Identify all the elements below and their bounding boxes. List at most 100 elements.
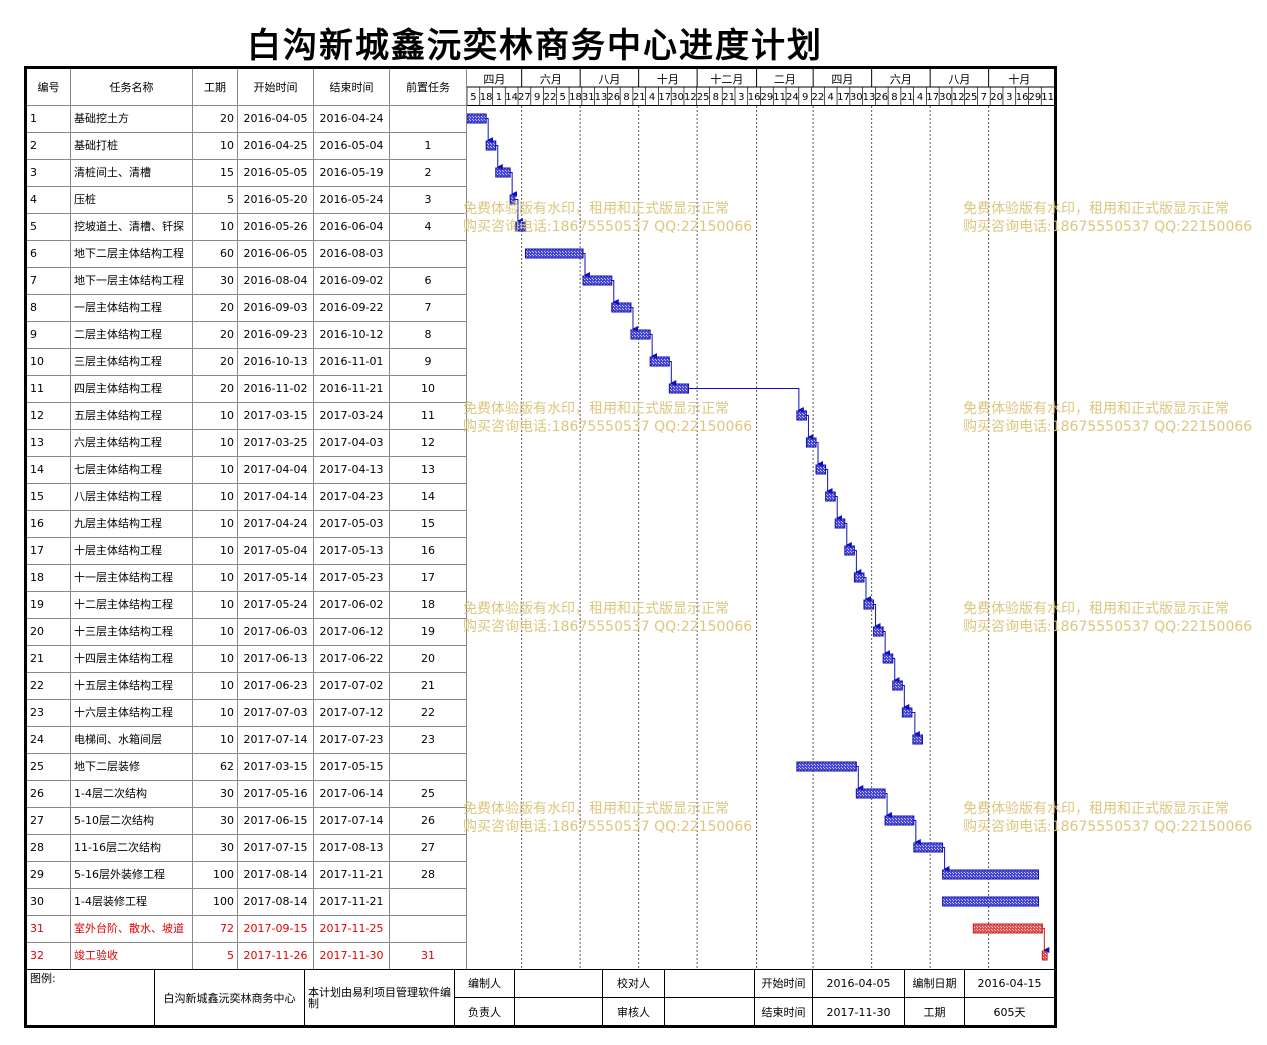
task-start: 2017-05-04 <box>238 538 314 565</box>
day-tick-label: 24 <box>786 92 799 103</box>
task-start: 2017-06-23 <box>238 673 314 700</box>
task-name: 八层主体结构工程 <box>71 484 193 511</box>
month-label: 四月 <box>483 73 505 86</box>
day-tick-label: 4 <box>917 92 923 103</box>
task-end: 2017-07-14 <box>314 808 390 835</box>
gantt-bar <box>515 221 526 232</box>
dependency-arrow <box>892 658 900 683</box>
checker-label: 校对人 <box>603 970 665 997</box>
task-start: 2017-06-13 <box>238 646 314 673</box>
dependency-arrow <box>816 442 824 467</box>
task-duration: 10 <box>193 565 238 592</box>
dependency-arrow <box>902 685 910 710</box>
footer: 图例: 白沟新城鑫沅奕林商务中心 本计划由易利项目管理软件编制 编制人 校对人 … <box>27 969 1054 1026</box>
task-id: 12 <box>27 403 71 430</box>
dependency-arrow <box>1042 928 1050 953</box>
dependency-arrow <box>583 253 591 278</box>
day-tick-label: 21 <box>901 92 914 103</box>
task-predecessor <box>390 916 467 943</box>
task-start: 2017-05-16 <box>238 781 314 808</box>
month-label: 八月 <box>948 73 970 86</box>
task-end: 2016-09-02 <box>314 268 390 295</box>
table-row: 30 1-4层装修工程 100 2017-08-14 2017-11-21 <box>27 889 467 916</box>
month-label: 十二月 <box>710 72 743 86</box>
task-end: 2017-05-13 <box>314 538 390 565</box>
task-name: 十二层主体结构工程 <box>71 592 193 619</box>
table-row: 31 室外台阶、散水、坡道 72 2017-09-15 2017-11-25 <box>27 916 467 943</box>
task-name: 五层主体结构工程 <box>71 403 193 430</box>
task-id: 11 <box>27 376 71 403</box>
task-start: 2016-11-02 <box>238 376 314 403</box>
task-start: 2017-05-24 <box>238 592 314 619</box>
checker-value <box>665 970 755 997</box>
task-start: 2017-03-25 <box>238 430 314 457</box>
task-start: 2016-05-26 <box>238 214 314 241</box>
task-start: 2017-03-15 <box>238 754 314 781</box>
day-tick-label: 30 <box>671 92 684 103</box>
dependency-arrow <box>650 334 658 359</box>
task-start: 2017-04-04 <box>238 457 314 484</box>
day-tick-label: 5 <box>560 92 566 103</box>
task-id: 29 <box>27 862 71 889</box>
task-start: 2017-11-26 <box>238 943 314 970</box>
task-id: 21 <box>27 646 71 673</box>
task-id: 28 <box>27 835 71 862</box>
start-value: 2016-04-05 <box>813 970 905 997</box>
task-predecessor: 25 <box>390 781 467 808</box>
task-end: 2017-07-23 <box>314 727 390 754</box>
task-name: 5-10层二次结构 <box>71 808 193 835</box>
task-end: 2017-06-14 <box>314 781 390 808</box>
task-start: 2016-05-20 <box>238 187 314 214</box>
task-duration: 100 <box>193 889 238 916</box>
day-tick-label: 31 <box>582 92 595 103</box>
task-predecessor: 4 <box>390 214 467 241</box>
task-predecessor: 11 <box>390 403 467 430</box>
day-tick-label: 29 <box>761 92 774 103</box>
task-duration: 30 <box>193 781 238 808</box>
table-row: 4 压桩 5 2016-05-20 2016-05-24 3 <box>27 187 467 214</box>
task-predecessor <box>390 754 467 781</box>
task-id: 27 <box>27 808 71 835</box>
task-id: 25 <box>27 754 71 781</box>
task-end: 2017-11-21 <box>314 889 390 916</box>
table-row: 24 电梯间、水箱间层 10 2017-07-14 2017-07-23 23 <box>27 727 467 754</box>
date-value: 2016-04-15 <box>977 977 1042 990</box>
duration-label: 工期 <box>905 998 965 1026</box>
task-name: 十四层主体结构工程 <box>71 646 193 673</box>
day-tick-label: 11 <box>773 92 786 103</box>
dependency-arrow <box>854 550 862 575</box>
task-start: 2016-09-23 <box>238 322 314 349</box>
task-end: 2017-06-12 <box>314 619 390 646</box>
task-name: 地下二层主体结构工程 <box>71 241 193 268</box>
day-tick-label: 14 <box>505 92 518 103</box>
task-end: 2017-06-02 <box>314 592 390 619</box>
task-id: 22 <box>27 673 71 700</box>
table-row: 9 二层主体结构工程 20 2016-09-23 2016-10-12 8 <box>27 322 467 349</box>
dependency-arrow <box>486 118 494 143</box>
task-duration: 30 <box>193 808 238 835</box>
day-tick-label: 29 <box>1028 92 1041 103</box>
header-duration: 工期 <box>193 69 238 106</box>
task-name: 十一层主体结构工程 <box>71 565 193 592</box>
task-id: 20 <box>27 619 71 646</box>
task-duration: 10 <box>193 133 238 160</box>
month-label: 十月 <box>1008 72 1030 86</box>
task-id: 15 <box>27 484 71 511</box>
day-tick-label: 30 <box>850 92 863 103</box>
owner-value <box>515 998 603 1026</box>
task-end: 2017-08-13 <box>314 835 390 862</box>
task-id: 14 <box>27 457 71 484</box>
table-row: 18 十一层主体结构工程 10 2017-05-14 2017-05-23 17 <box>27 565 467 592</box>
task-end: 2016-08-03 <box>314 241 390 268</box>
table-row: 11 四层主体结构工程 20 2016-11-02 2016-11-21 10 <box>27 376 467 403</box>
gantt-bar <box>912 734 923 745</box>
day-tick-label: 9 <box>802 92 808 103</box>
task-predecessor: 15 <box>390 511 467 538</box>
month-label: 六月 <box>890 73 912 86</box>
task-predecessor: 21 <box>390 673 467 700</box>
page-title: 白沟新城鑫沅奕林商务中心进度计划 <box>247 26 823 66</box>
task-end: 2017-04-03 <box>314 430 390 457</box>
table-row: 15 八层主体结构工程 10 2017-04-14 2017-04-23 14 <box>27 484 467 511</box>
dependency-arrow <box>911 712 920 737</box>
table-row: 23 十六层主体结构工程 10 2017-07-03 2017-07-12 22 <box>27 700 467 727</box>
